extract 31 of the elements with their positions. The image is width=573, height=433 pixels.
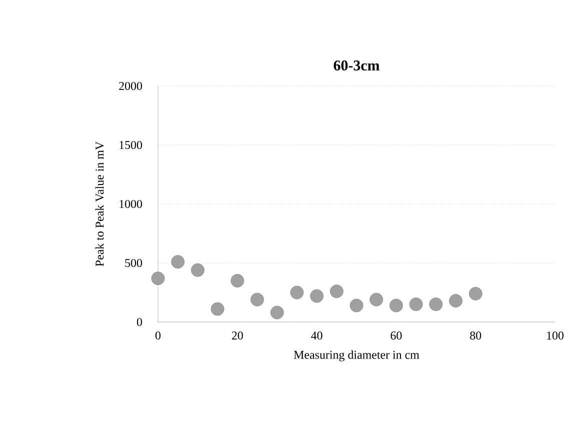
point xyxy=(290,286,304,300)
point xyxy=(270,306,284,320)
point xyxy=(171,255,185,269)
x-tick-label: 40 xyxy=(311,332,322,340)
point xyxy=(350,298,364,312)
y-tick-label: 2000 xyxy=(119,82,142,90)
y-tick-label: 0 xyxy=(136,318,142,326)
point xyxy=(210,302,224,316)
y-axis-title: Peak to Peak Value in mV xyxy=(95,142,104,266)
x-tick-label: 80 xyxy=(470,332,482,340)
y-tick-label: 1000 xyxy=(120,200,142,208)
chart-title: 60-3cm xyxy=(334,60,380,70)
x-tick-label: 20 xyxy=(232,332,243,340)
point xyxy=(468,286,482,300)
point xyxy=(370,292,384,306)
point xyxy=(330,284,344,298)
x-tick-label: 100 xyxy=(547,332,564,340)
point xyxy=(390,298,403,312)
x-tick-label: 60 xyxy=(390,332,402,340)
point xyxy=(230,274,244,288)
y-tick-label: 1500 xyxy=(120,140,142,150)
point xyxy=(191,263,204,277)
point xyxy=(250,292,264,306)
x-tick-label: 0 xyxy=(155,332,161,340)
y-tick-label: 500 xyxy=(125,258,142,268)
point xyxy=(429,298,443,311)
point xyxy=(151,272,165,286)
point xyxy=(449,294,462,308)
point xyxy=(310,289,324,303)
x-axis-title: Measuring diameter in cm xyxy=(294,350,420,362)
point xyxy=(409,298,423,311)
